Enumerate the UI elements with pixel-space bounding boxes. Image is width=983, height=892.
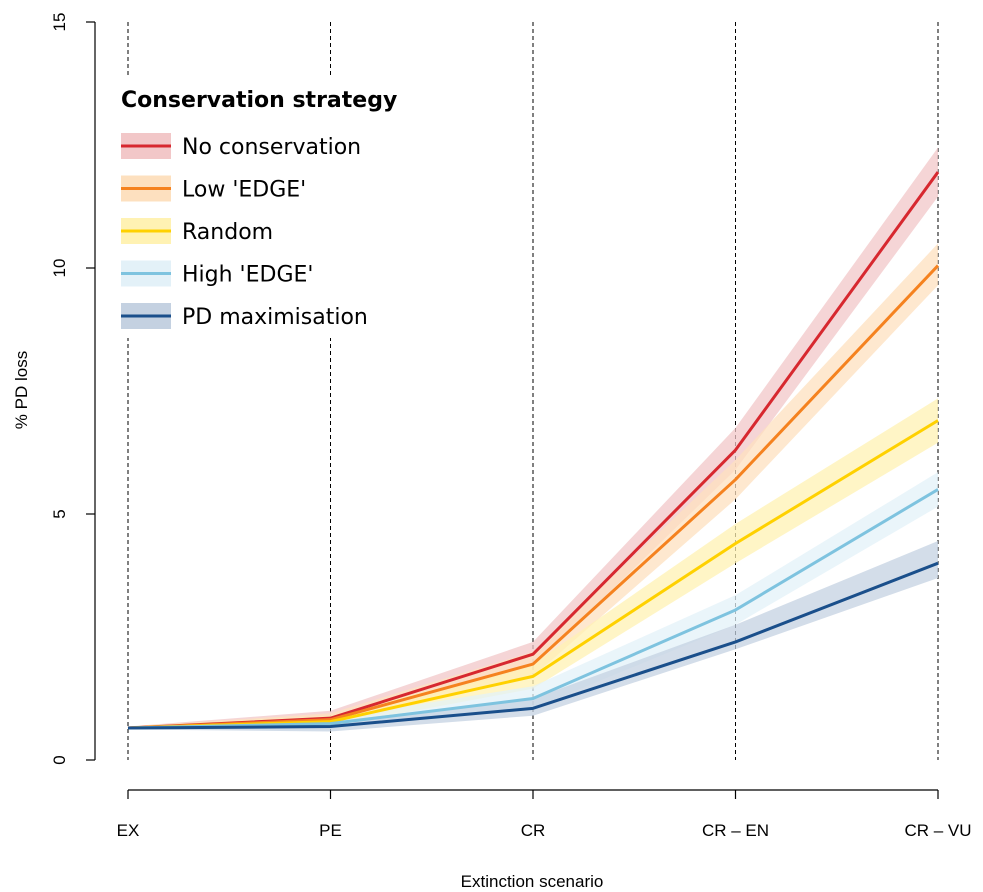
line-series-4 (127, 561, 939, 730)
legend: Conservation strategy No conservation Low… (112, 76, 442, 338)
legend-label-3: High 'EDGE' (182, 263, 313, 288)
y-tick-label-2: 10 (50, 259, 69, 278)
legend-title: Conservation strategy (121, 88, 397, 113)
x-tick-label-0: EX (117, 821, 140, 840)
confidence-bands (128, 147, 938, 732)
axes: 0 5 10 15 EX PE CR CR – EN CR – VU (50, 13, 972, 840)
x-tick-label-4: CR – VU (904, 821, 971, 840)
y-tick-label-0: 0 (50, 755, 69, 764)
y-axis-title: % PD loss (12, 351, 31, 429)
line-series-3 (127, 488, 939, 730)
x-tick-label-1: PE (319, 821, 342, 840)
x-axis-title: Extinction scenario (461, 872, 604, 891)
x-tick-label-2: CR (521, 821, 546, 840)
band-series-3 (128, 472, 938, 730)
legend-background (112, 76, 442, 338)
y-tick-label-1: 5 (50, 509, 69, 518)
series-lines (127, 171, 940, 730)
legend-label-2: Random (182, 220, 273, 245)
x-tick-label-3: CR – EN (702, 821, 769, 840)
y-tick-label-3: 15 (50, 13, 69, 32)
legend-items: No conservation Low 'EDGE' Random High 'EDG… (121, 133, 368, 330)
x-ticks: EX PE CR CR – EN CR – VU (117, 790, 972, 840)
y-ticks: 0 5 10 15 (50, 13, 95, 765)
legend-label-1: Low 'EDGE' (182, 178, 306, 203)
legend-label-4: PD maximisation (182, 305, 368, 330)
legend-label-0: No conservation (182, 135, 361, 160)
